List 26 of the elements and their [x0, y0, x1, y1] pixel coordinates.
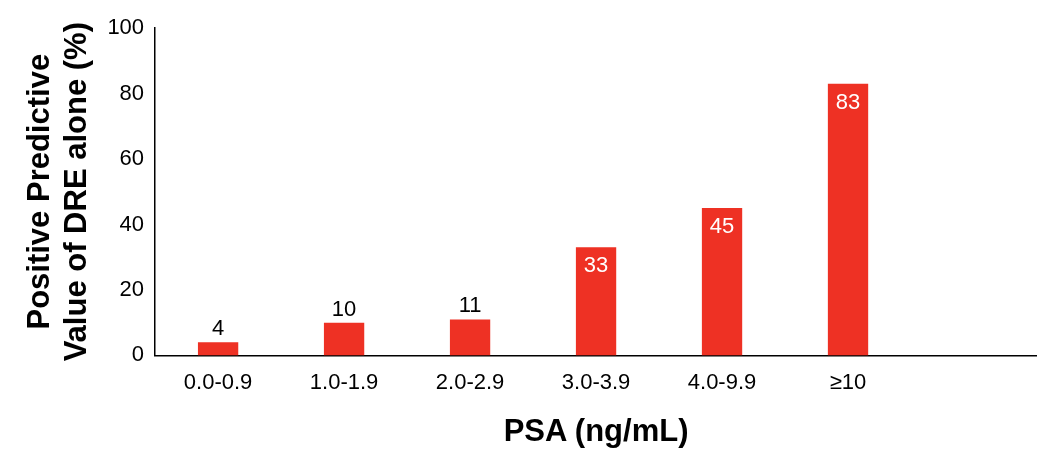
y-tick-label: 20 [119, 275, 145, 301]
data-label: 4 [211, 315, 225, 341]
y-axis-title: Positive Predictive Value of DRE alone (%) [21, 22, 94, 362]
bar [449, 319, 491, 356]
bar [197, 342, 239, 356]
data-label: 33 [583, 252, 609, 278]
y-tick-label: 0 [131, 341, 145, 367]
data-label: 11 [458, 292, 482, 318]
x-tick-label: 2.0-2.9 [435, 368, 505, 394]
data-label: 83 [835, 88, 861, 114]
y-tick-label: 40 [119, 210, 145, 236]
bar [701, 208, 743, 356]
bar [827, 83, 869, 356]
x-tick-label: 3.0-3.9 [561, 368, 631, 394]
bar [323, 322, 365, 356]
y-tick-label: 80 [119, 79, 145, 105]
x-tick-label: 0.0-0.9 [183, 368, 253, 394]
data-label: 10 [331, 295, 357, 321]
y-tick-label: 60 [119, 145, 145, 171]
y-tick-label: 100 [107, 14, 145, 40]
data-label: 45 [709, 213, 735, 239]
bar [575, 247, 617, 356]
x-tick-label: 1.0-1.9 [309, 368, 379, 394]
x-axis-title: PSA (ng/mL) [503, 412, 689, 448]
x-tick-label: 4.0-9.9 [687, 368, 757, 394]
x-tick-label: ≥10 [829, 368, 867, 394]
